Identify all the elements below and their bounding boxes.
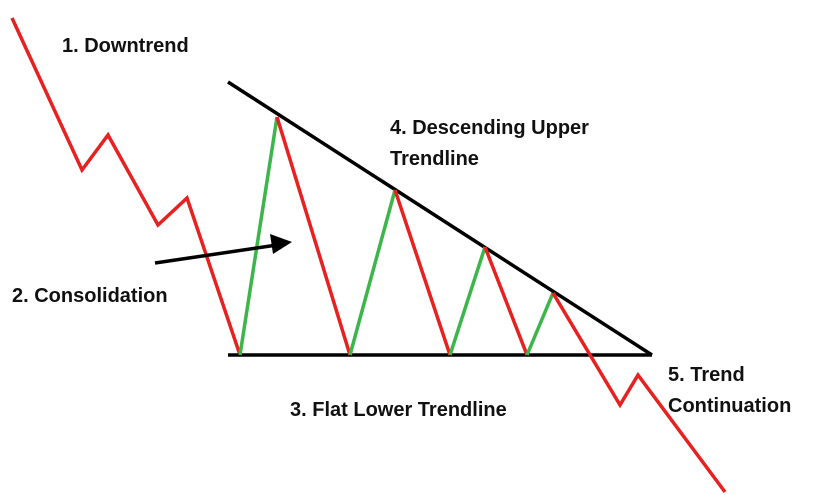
label: 4. Descending Upper — [390, 117, 589, 139]
continuation-line — [551, 292, 727, 494]
label: Continuation — [668, 395, 791, 417]
red-leg — [483, 246, 529, 356]
label: 3. Flat Lower Trendline — [290, 399, 507, 421]
label: Trendline — [390, 148, 479, 170]
red-leg — [393, 189, 452, 356]
downtrend-line — [10, 17, 242, 356]
green-leg — [448, 246, 487, 356]
green-leg — [348, 189, 397, 356]
arrow-shaft — [154, 242, 285, 265]
arrow-head — [270, 234, 292, 254]
green-leg — [238, 116, 279, 356]
label: 1. Downtrend — [62, 35, 189, 57]
green-leg — [525, 292, 555, 356]
upper-trendline — [227, 80, 653, 357]
label: 2. Consolidation — [12, 285, 168, 307]
red-leg — [275, 116, 352, 356]
label: 5. Trend — [668, 364, 745, 386]
